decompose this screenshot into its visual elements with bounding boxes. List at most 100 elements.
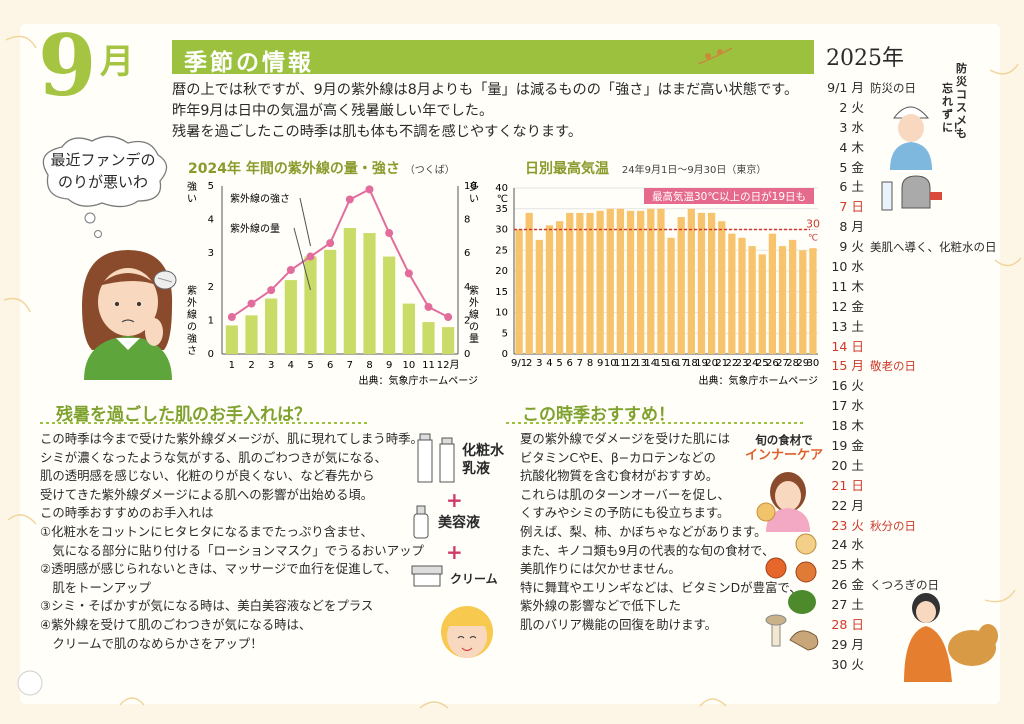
temp-x-tick-label: 11 bbox=[614, 358, 627, 369]
uv-strength-point bbox=[267, 286, 276, 295]
temp-chart-subtitle: 24年9月1日〜9月30日（東京） bbox=[621, 165, 767, 176]
calendar-event: 敬老の日 bbox=[870, 359, 916, 374]
temp-x-tick-label: 14 bbox=[644, 358, 657, 369]
calendar-day-row: 21 日 bbox=[826, 476, 1006, 496]
temp-x-tick-label: 7 bbox=[577, 358, 583, 369]
calendar-day-row: 2 火 bbox=[826, 98, 1006, 118]
calendar-date: 21 日 bbox=[831, 477, 864, 493]
uv-amount-bar bbox=[383, 256, 396, 354]
compact-icon bbox=[153, 270, 177, 290]
cream-jar-icon bbox=[411, 565, 443, 587]
recommend-line: 肌のバリア機能の回復を助けます。 bbox=[520, 616, 718, 632]
step-lotion: 化粧水 bbox=[462, 443, 504, 459]
recommend-line: ビタミンCやE、β−カロテンなどの bbox=[520, 449, 716, 465]
calendar-day-row: 11 木 bbox=[826, 277, 1006, 297]
calendar-date: 10 水 bbox=[831, 259, 864, 275]
skincare-line: 肌をトーンアップ bbox=[40, 579, 151, 595]
temp-chart: 0510152025303540℃30℃最高気温30℃以上の日が19日も9/12… bbox=[495, 183, 820, 386]
calendar-day-row: 3 水 bbox=[826, 118, 1006, 138]
temp-x-tick-label: 19 bbox=[695, 358, 708, 369]
calendar-day-row: 18 木 bbox=[826, 416, 1006, 436]
temp-threshold-unit: ℃ bbox=[808, 234, 818, 244]
temp-x-tick-label: 15 bbox=[655, 358, 668, 369]
calendar-day-row: 9 火美肌へ導く、化粧水の日 bbox=[826, 237, 1006, 257]
temp-bar bbox=[555, 221, 564, 354]
temp-bar bbox=[809, 248, 817, 354]
skincare-line: この時季おすすめのお手入れは bbox=[40, 505, 214, 521]
month-unit: 月 bbox=[100, 42, 134, 82]
temp-x-tick-label: 18 bbox=[685, 358, 698, 369]
uv-left-axis-top: い bbox=[187, 194, 197, 205]
temp-x-tick-label: 22 bbox=[725, 358, 738, 369]
uv-amount-bar bbox=[245, 315, 258, 354]
page-panel bbox=[20, 24, 1000, 704]
calendar-date: 22 月 bbox=[831, 497, 864, 513]
temp-x-tick-label: 9 bbox=[597, 358, 603, 369]
calendar-day-row: 12 金 bbox=[826, 297, 1006, 317]
skincare-line: ③シミ・そばかすが気になる時は、美白美容液などをプラス bbox=[40, 598, 374, 614]
temp-bar bbox=[687, 208, 695, 354]
temp-x-tick-label: 21 bbox=[715, 358, 728, 369]
uv-strength-point bbox=[424, 302, 433, 311]
temp-x-tick-label: 24 bbox=[746, 358, 759, 369]
intro-line: 暦の上では秋ですが、9月の紫外線は8月よりも「量」は減るものの「強さ」はまだ高い… bbox=[172, 82, 799, 98]
calendar-event: くつろぎの日 bbox=[870, 578, 939, 593]
lotion-bottles-icon bbox=[417, 433, 455, 483]
uv-strength-line bbox=[231, 187, 449, 318]
temp-x-tick-label: 2 bbox=[526, 358, 532, 369]
serum-bottle-icon bbox=[413, 505, 429, 539]
skincare-line: クリームで肌のなめらかさをアップ！ bbox=[40, 635, 263, 651]
temp-y-tick-label: 40 bbox=[495, 183, 508, 194]
temp-bar bbox=[758, 254, 766, 354]
uv-source: 出典：気象庁ホームページ bbox=[359, 374, 479, 386]
uv-right-axis-label: 線 bbox=[469, 308, 479, 321]
temp-x-tick-label: 5 bbox=[556, 358, 562, 369]
temp-x-tick-label: 27 bbox=[776, 358, 789, 369]
uv-left-axis-label: さ bbox=[187, 345, 197, 357]
temp-bar bbox=[799, 250, 807, 354]
lotion-label: 化粧水 乳液 bbox=[462, 442, 522, 478]
calendar-day-row: 13 土 bbox=[826, 317, 1006, 337]
skincare-line: 気になる部分に貼り付ける「ローションマスク」でうるおいアップ bbox=[40, 542, 424, 558]
temp-bar bbox=[515, 229, 523, 354]
calendar-date: 19 金 bbox=[831, 438, 864, 454]
uv-legend-amount-leader bbox=[293, 227, 311, 291]
temp-bar bbox=[748, 246, 756, 354]
temp-bar bbox=[718, 221, 726, 354]
recommend-line: 夏の紫外線でダメージを受けた肌には bbox=[520, 431, 731, 446]
temp-y-tick-label: 10 bbox=[495, 308, 508, 319]
temp-bar bbox=[728, 233, 736, 354]
uv-x-tick-label: 5 bbox=[307, 360, 313, 371]
calendar-day-row: 10 水 bbox=[826, 257, 1006, 277]
temp-chart-title-text: 日別最高気温 bbox=[525, 161, 609, 177]
temp-bar bbox=[535, 239, 543, 354]
month-number: 9 bbox=[38, 16, 97, 115]
temp-x-tick-label: 30 bbox=[807, 358, 820, 369]
calendar-day-row: 28 日 bbox=[826, 615, 1006, 635]
temp-bar bbox=[545, 225, 554, 354]
temp-y-tick-label: 30 bbox=[495, 225, 508, 236]
thought-dots-icon bbox=[84, 212, 102, 238]
uv-right-axis-label: 紫 bbox=[469, 285, 479, 297]
temp-bar bbox=[616, 208, 625, 354]
temp-x-tick-label: 4 bbox=[546, 358, 552, 369]
uv-x-tick-label: 10 bbox=[402, 360, 415, 371]
uv-amount-bar bbox=[304, 256, 317, 354]
temp-x-tick-label: 16 bbox=[665, 358, 678, 369]
temp-x-tick-label: 13 bbox=[634, 358, 647, 369]
calendar-date: 13 土 bbox=[831, 318, 864, 334]
calendar-day-row: 20 土 bbox=[826, 456, 1006, 476]
calendar-day-row: 24 水 bbox=[826, 535, 1006, 555]
uv-x-tick-label: 9 bbox=[386, 360, 392, 371]
calendar-date: 25 木 bbox=[831, 557, 864, 573]
temp-bar bbox=[637, 210, 645, 354]
uv-right-axis-label: 量 bbox=[469, 333, 479, 345]
uv-chart-title-suffix: （つくば） bbox=[404, 165, 455, 176]
temp-y-tick-label: 20 bbox=[495, 266, 508, 277]
temp-bar bbox=[596, 210, 604, 354]
uv-strength-point bbox=[326, 239, 335, 248]
temp-threshold-label: 30 bbox=[806, 218, 820, 231]
calendar-date: 17 水 bbox=[831, 398, 864, 414]
